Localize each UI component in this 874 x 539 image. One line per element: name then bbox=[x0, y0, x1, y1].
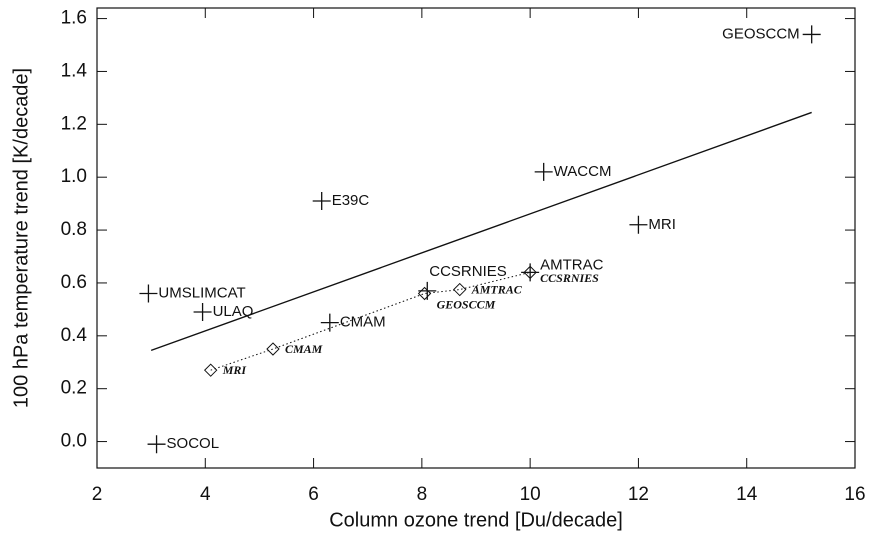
diamond-point bbox=[266, 342, 280, 356]
cross-point bbox=[312, 191, 331, 210]
diamond-point bbox=[523, 265, 537, 280]
x-tick-label: 16 bbox=[844, 484, 865, 505]
point-label: ULAQ bbox=[213, 303, 254, 320]
fit-line bbox=[150, 111, 812, 352]
point-label: SOCOL bbox=[167, 435, 220, 452]
diamond-label: GEOSCCM bbox=[437, 297, 496, 311]
y-tick-label: 0.4 bbox=[61, 325, 88, 346]
point-label: AMTRAC bbox=[540, 256, 604, 273]
point-label: MRI bbox=[648, 216, 676, 233]
x-tick-label: 4 bbox=[200, 484, 211, 505]
x-tick-label: 10 bbox=[520, 484, 541, 505]
y-tick-label: 1.6 bbox=[61, 8, 87, 29]
cross-point bbox=[139, 284, 158, 303]
y-tick-label: 0.8 bbox=[61, 219, 87, 240]
y-tick-label: 0.0 bbox=[61, 431, 87, 452]
y-tick-label: 1.0 bbox=[61, 166, 87, 187]
x-tick-label: 8 bbox=[417, 484, 428, 505]
cross-point bbox=[802, 25, 821, 44]
point-label: WACCM bbox=[554, 163, 612, 180]
point-label: UMSLIMCAT bbox=[158, 284, 245, 301]
x-tick-label: 2 bbox=[92, 484, 103, 505]
cross-point bbox=[147, 435, 166, 454]
y-tick-label: 0.2 bbox=[61, 378, 87, 399]
point-label: CCSRNIES bbox=[429, 263, 507, 280]
point-label: E39C bbox=[332, 192, 370, 209]
point-label: CMAM bbox=[340, 314, 386, 331]
cross-point bbox=[629, 215, 648, 234]
y-tick-label: 0.6 bbox=[61, 272, 87, 293]
y-tick-label: 1.4 bbox=[61, 60, 88, 81]
diamond-label: AMTRAC bbox=[471, 282, 523, 296]
x-tick-label: 14 bbox=[736, 484, 758, 505]
x-tick-label: 6 bbox=[308, 484, 319, 505]
diamond-label: MRI bbox=[222, 363, 248, 377]
diamond-label: CCSRNIES bbox=[540, 271, 599, 285]
diamond-point bbox=[417, 286, 432, 301]
x-tick-label: 12 bbox=[628, 484, 649, 505]
point-label: GEOSCCM bbox=[722, 25, 800, 42]
diamond-point bbox=[203, 363, 218, 377]
y-tick-label: 1.2 bbox=[61, 113, 87, 134]
cross-point bbox=[320, 313, 339, 332]
diamond-point bbox=[453, 282, 467, 297]
y-axis-title: 100 hPa temperature trend [K/decade] bbox=[10, 68, 32, 408]
x-axis-title: Column ozone trend [Du/decade] bbox=[329, 509, 623, 531]
diamond-label: CMAM bbox=[285, 342, 323, 356]
cross-point bbox=[534, 162, 553, 181]
plot-frame bbox=[96, 7, 856, 469]
cross-point bbox=[193, 303, 212, 322]
